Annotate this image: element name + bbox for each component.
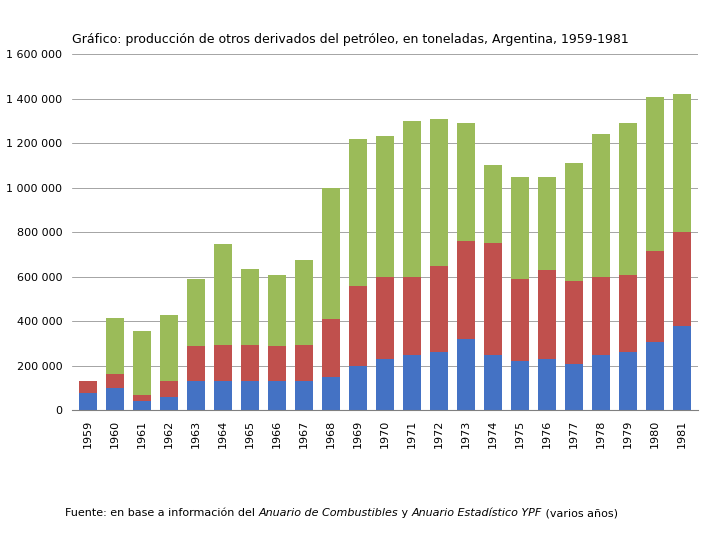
Bar (565, 281, 583, 363)
Bar (323, 377, 340, 410)
Bar (215, 345, 232, 381)
Bar (485, 355, 502, 410)
Bar (377, 359, 394, 410)
Bar (673, 94, 691, 232)
Bar (107, 374, 124, 388)
Bar (403, 276, 421, 355)
Bar (485, 244, 502, 355)
Bar (295, 381, 313, 410)
Bar (377, 276, 394, 359)
Bar (619, 353, 637, 410)
Text: y: y (398, 508, 412, 518)
Text: Anuario de Combustibles: Anuario de Combustibles (258, 508, 398, 518)
Bar (377, 137, 394, 276)
Bar (539, 359, 556, 410)
Bar (133, 395, 151, 402)
Bar (133, 332, 151, 395)
Bar (187, 279, 205, 346)
Bar (457, 339, 475, 410)
Text: Fuente: en base a información del: Fuente: en base a información del (65, 508, 258, 518)
Bar (457, 241, 475, 339)
Bar (673, 326, 691, 410)
Bar (215, 381, 232, 410)
Bar (79, 393, 97, 410)
Bar (511, 361, 529, 410)
Bar (241, 345, 259, 381)
Bar (269, 381, 286, 410)
Bar (107, 388, 124, 410)
Bar (187, 381, 205, 410)
Bar (403, 121, 421, 276)
Text: Anuario Estadístico YPF: Anuario Estadístico YPF (412, 508, 541, 518)
Bar (565, 363, 583, 410)
Bar (647, 97, 664, 251)
Bar (673, 232, 691, 326)
Bar (349, 286, 367, 366)
Bar (619, 123, 637, 274)
Bar (187, 346, 205, 381)
Bar (269, 274, 286, 346)
Bar (647, 251, 664, 342)
Bar (269, 346, 286, 381)
Bar (323, 187, 340, 319)
Bar (161, 381, 178, 397)
Bar (349, 366, 367, 410)
Bar (457, 123, 475, 241)
Bar (295, 345, 313, 381)
Bar (431, 119, 448, 266)
Text: (varios años): (varios años) (541, 508, 618, 518)
Bar (539, 177, 556, 270)
Bar (241, 269, 259, 345)
Bar (107, 318, 124, 374)
Bar (619, 274, 637, 353)
Bar (349, 139, 367, 286)
Bar (593, 276, 610, 355)
Bar (593, 355, 610, 410)
Bar (431, 266, 448, 353)
Bar (485, 165, 502, 244)
Text: Gráfico: producción de otros derivados del petróleo, en toneladas, Argentina, 19: Gráfico: producción de otros derivados d… (72, 33, 629, 46)
Bar (215, 245, 232, 345)
Bar (647, 342, 664, 410)
Bar (79, 381, 97, 393)
Bar (511, 177, 529, 279)
Bar (565, 163, 583, 281)
Bar (133, 402, 151, 410)
Bar (539, 270, 556, 359)
Bar (431, 353, 448, 410)
Bar (511, 279, 529, 361)
Bar (161, 315, 178, 381)
Bar (593, 134, 610, 276)
Bar (323, 319, 340, 377)
Bar (295, 260, 313, 345)
Bar (241, 381, 259, 410)
Bar (161, 397, 178, 410)
Bar (403, 355, 421, 410)
